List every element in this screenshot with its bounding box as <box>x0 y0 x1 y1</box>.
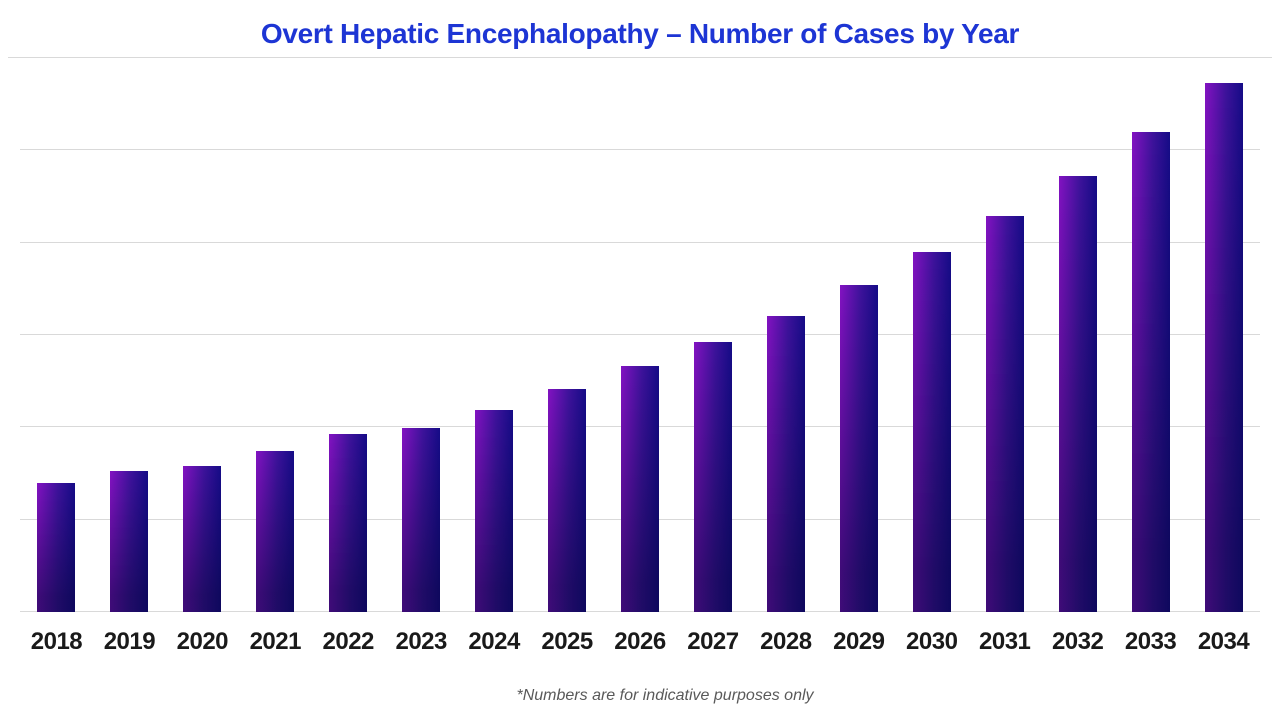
gridline-400 <box>20 241 1260 243</box>
bar-series: 2018 2019 2020 2021 2022 2023 2024 2025 2026 2027… <box>20 58 1260 655</box>
bar-2021 <box>256 451 295 612</box>
x-tick-label-2032: 2032 <box>1051 628 1104 655</box>
x-tick-label-2018: 2018 <box>30 628 83 655</box>
chart-footnote: *Numbers are for indicative purposes onl… <box>516 687 814 704</box>
x-tick-label-2025: 2025 <box>541 628 593 655</box>
bar-column-2031: 2031 <box>968 58 1041 655</box>
x-tick-label-2029: 2029 <box>833 628 885 655</box>
bar-column-2032: 2032 <box>1041 58 1114 655</box>
bar-column-2034: 2034 <box>1187 58 1260 655</box>
bar-2023 <box>402 428 441 612</box>
x-tick-label-2026: 2026 <box>614 628 666 655</box>
bar-column-2026: 2026 <box>604 58 677 655</box>
bar-2028 <box>766 315 805 612</box>
x-tick-label-2021: 2021 <box>249 628 302 655</box>
plot-area: 2018 2019 2020 2021 2022 2023 2024 2025 2026 2027… <box>20 58 1260 655</box>
bar-column-2019: 2019 <box>93 58 166 655</box>
bar-column-2022: 2022 <box>312 58 385 655</box>
bar-2024 <box>475 409 514 612</box>
x-tick-label-2023: 2023 <box>395 628 447 655</box>
bar-2031 <box>985 215 1024 612</box>
bar-column-2027: 2027 <box>676 58 749 655</box>
x-tick-label-2028: 2028 <box>760 628 812 655</box>
chart-title: Overt Hepatic Encephalopathy – Number of… <box>260 18 1020 49</box>
bar-2025 <box>548 389 587 612</box>
bar-2019 <box>110 470 149 612</box>
bar-2020 <box>183 466 222 612</box>
bar-column-2030: 2030 <box>895 58 968 655</box>
x-tick-label-2034: 2034 <box>1197 628 1250 655</box>
bar-column-2023: 2023 <box>385 58 458 655</box>
gridline-500 <box>20 149 1260 151</box>
title-divider <box>8 57 1272 58</box>
bar-column-2021: 2021 <box>239 58 312 655</box>
bar-2032 <box>1058 176 1097 612</box>
bar-2022 <box>329 433 368 612</box>
gridline-300 <box>20 334 1260 335</box>
x-tick-label-2024: 2024 <box>468 628 520 655</box>
bar-2030 <box>912 251 951 612</box>
bar-2034 <box>1204 82 1243 612</box>
bar-column-2033: 2033 <box>1114 58 1187 655</box>
bar-2026 <box>620 366 659 612</box>
bar-2018 <box>37 482 76 612</box>
bar-column-2029: 2029 <box>822 58 895 655</box>
x-tick-label-2030: 2030 <box>906 628 958 655</box>
x-tick-label-2020: 2020 <box>176 628 229 655</box>
x-tick-label-2019: 2019 <box>103 628 156 655</box>
x-tick-label-2022: 2022 <box>322 628 375 655</box>
bar-2029 <box>839 285 878 612</box>
bar-column-2025: 2025 <box>531 58 604 655</box>
bar-column-2024: 2024 <box>458 58 531 655</box>
footnote-row: *Numbers are for indicative purposes onl… <box>0 687 1280 705</box>
x-tick-label-2031: 2031 <box>979 628 1031 655</box>
bar-column-2018: 2018 <box>20 58 93 655</box>
bar-2033 <box>1131 131 1170 612</box>
bar-2027 <box>693 342 732 612</box>
x-tick-label-2033: 2033 <box>1124 628 1177 655</box>
bar-column-2028: 2028 <box>749 58 822 655</box>
x-tick-label-2027: 2027 <box>687 628 739 655</box>
bar-column-2020: 2020 <box>166 58 239 655</box>
